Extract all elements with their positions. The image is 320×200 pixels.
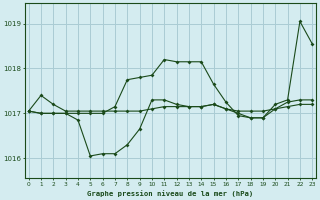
- X-axis label: Graphe pression niveau de la mer (hPa): Graphe pression niveau de la mer (hPa): [87, 190, 253, 197]
